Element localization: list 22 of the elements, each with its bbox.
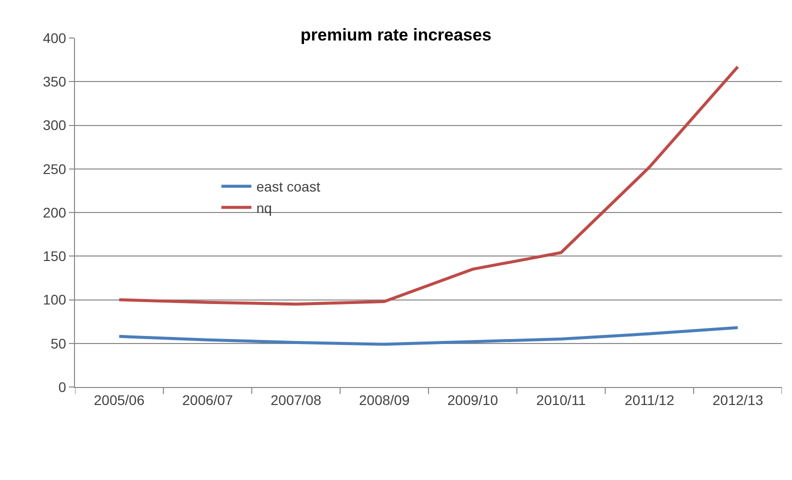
x-tick-label: 2010/11 (536, 392, 586, 408)
y-tick-label: 150 (42, 248, 66, 264)
y-tick-label: 250 (42, 160, 66, 177)
x-tick-label: 2007/08 (270, 392, 322, 408)
x-tick-label: 2008/09 (359, 392, 410, 408)
chart-title: premium rate increases (300, 26, 492, 45)
legend-label: east coast (256, 178, 320, 195)
y-tick-label: 300 (42, 117, 66, 134)
x-tick-label: 2009/10 (447, 392, 498, 408)
x-tick-label: 2005/06 (94, 392, 145, 408)
y-tick-label: 100 (42, 292, 66, 308)
x-tick-label: 2006/07 (182, 392, 234, 408)
line-series (118, 65, 740, 306)
y-tick-label: 400 (42, 30, 66, 46)
legend-label: nq (256, 200, 272, 216)
y-tick-label: 350 (42, 74, 66, 90)
y-tick-label: 200 (42, 204, 66, 220)
y-tick-label: 50 (50, 335, 66, 352)
y-tick-label: 0 (58, 378, 66, 395)
x-tick-label: 2012/13 (712, 392, 764, 408)
x-tick-label: 2011/12 (624, 392, 674, 408)
line-series (118, 326, 740, 346)
